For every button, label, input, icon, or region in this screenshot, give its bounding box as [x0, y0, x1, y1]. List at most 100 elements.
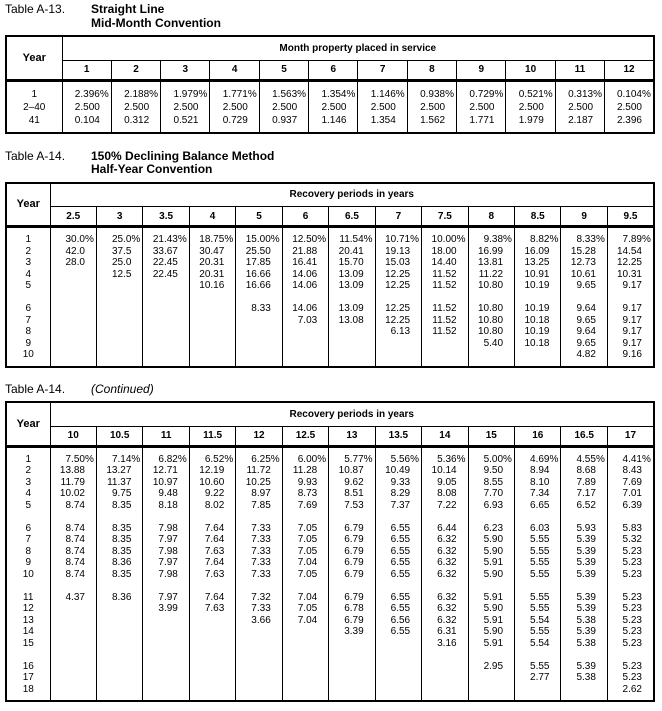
value-text: 8.68 [576, 465, 596, 476]
year-cell: 1 [5, 446, 51, 465]
value-cell: 12.25 [374, 268, 423, 280]
value-cell: 11.52 [421, 268, 469, 280]
value-cell: 1.146 [308, 113, 359, 133]
value-text: 10.18 [524, 314, 550, 326]
value-cell [95, 683, 144, 701]
percent-suffix: % [503, 453, 512, 465]
value-cell: 9.62 [328, 476, 376, 488]
value-text: 14.06 [292, 303, 318, 314]
value-cell [281, 649, 330, 661]
value-cell [188, 511, 237, 523]
value-cell [560, 511, 608, 523]
column-header: 7 [357, 59, 408, 81]
value-text: 11.79 [60, 476, 85, 488]
value-text: 2.500 [370, 101, 396, 113]
value-text: 2.500 [173, 101, 199, 113]
value-cell: 5.39 [560, 545, 608, 557]
table-row: 15 3.16 5.91 5.54 5.38 5.23 [5, 637, 655, 649]
value-cell: 8.18 [142, 499, 190, 511]
column-header: 8 [406, 59, 458, 81]
value-text: 6.55 [390, 591, 411, 603]
value-cell: 5.93 [560, 522, 608, 534]
value-text: 7.01 [622, 488, 642, 499]
value-cell [281, 326, 330, 338]
value-cell: 20.31 [188, 257, 237, 269]
value-text: 12.19 [199, 465, 225, 476]
percent-suffix: % [270, 234, 280, 245]
value-cell: 8.97 [235, 488, 283, 500]
value-text: 5.23 [622, 614, 642, 626]
value-cell: 7.97 [142, 534, 190, 546]
value-cell [95, 626, 144, 638]
value-cell: 4.82 [560, 349, 608, 367]
value-cell: 9.17 [606, 314, 655, 326]
value-cell: 7.04 [281, 557, 330, 569]
value-cell: 18.00 [421, 245, 469, 257]
column-header: 13.5 [374, 425, 423, 447]
table-row: 10 8.74 8.35 7.98 7.63 7.33 7.05 6.79 6.55 6.32 5.… [5, 568, 655, 580]
table-row: 1 7.50% 7.14% 6.82% 6.52% 6.25% 6.00% 5.77% 5.56… [5, 446, 655, 465]
value-text: 2.500 [124, 101, 150, 113]
value-cell: 0.729 [209, 113, 260, 133]
column-header: 12.5 [281, 425, 330, 447]
value-text: 9.64 [576, 303, 596, 314]
value-text: 6.55 [390, 568, 411, 580]
value-cell: 6.78 [328, 603, 376, 615]
value-text: 21.43 [152, 234, 178, 245]
value-cell: 6.79 [328, 534, 376, 546]
value-cell: 12.25 [374, 303, 423, 315]
percent-suffix: % [456, 234, 466, 245]
value-cell: 5.39 [560, 626, 608, 638]
value-text: 6.55 [390, 534, 411, 545]
value-text: 22.45 [152, 257, 178, 268]
value-text: 5.90 [483, 568, 504, 580]
value-cell: 7.33 [235, 534, 283, 546]
value-text: 8.51 [344, 488, 364, 499]
value-cell: 0.938% [406, 80, 458, 101]
value-cell [49, 649, 97, 661]
column-header: 8 [467, 206, 516, 227]
value-cell: 7.64 [188, 534, 237, 546]
value-cell: 28.0 [49, 257, 97, 269]
value-cell: 10.19 [514, 280, 562, 292]
value-text: 8.18 [158, 499, 178, 511]
value-text: 30.47 [199, 245, 225, 257]
table-row: 18 2.62 [5, 683, 655, 701]
value-text: 17.85 [245, 257, 271, 268]
span-header: Recovery periods in years [49, 401, 655, 427]
value-text: 13.09 [338, 268, 364, 280]
value-cell: 2.62 [606, 683, 655, 701]
value-cell: 21.43% [142, 226, 190, 246]
value-cell: 13.88 [49, 465, 97, 477]
column-header: 10.5 [95, 425, 144, 447]
table-a14-continued-label: Table A-14. [5, 381, 66, 396]
year-cell: 7 [5, 534, 51, 546]
value-text: 42.0 [65, 245, 85, 257]
percent-suffix: % [131, 453, 141, 465]
value-cell: 5.38 [560, 672, 608, 684]
year-cell: 13 [5, 614, 51, 626]
table-a14-title-line2: Half-Year Convention [91, 162, 213, 176]
value-text: 7.33 [251, 568, 271, 580]
value-cell: 22.45 [142, 257, 190, 269]
value-cell [467, 580, 516, 592]
year-cell [5, 291, 51, 303]
table-row: 2 13.88 13.27 12.71 12.19 11.72 11.28 10.87 10.4… [5, 465, 655, 477]
value-text: 5.90 [483, 626, 504, 637]
value-cell [235, 291, 283, 303]
value-text: 7.97 [158, 534, 178, 545]
value-cell: 9.33 [374, 476, 423, 488]
value-text: 6.39 [622, 499, 642, 511]
value-cell [328, 291, 376, 303]
value-cell: 5.91 [467, 591, 516, 603]
percent-suffix: % [363, 234, 373, 245]
header-row-span: Year Recovery periods in years [5, 401, 655, 447]
year-cell: 14 [5, 626, 51, 638]
value-text: 9.93 [297, 476, 318, 488]
value-cell: 12.19 [188, 465, 237, 477]
value-text: 1.146 [370, 88, 396, 100]
value-text: 6.78 [344, 603, 364, 614]
value-cell: 5.23 [606, 626, 655, 638]
value-text: 12.5 [111, 268, 132, 280]
value-cell: 6.65 [514, 499, 562, 511]
